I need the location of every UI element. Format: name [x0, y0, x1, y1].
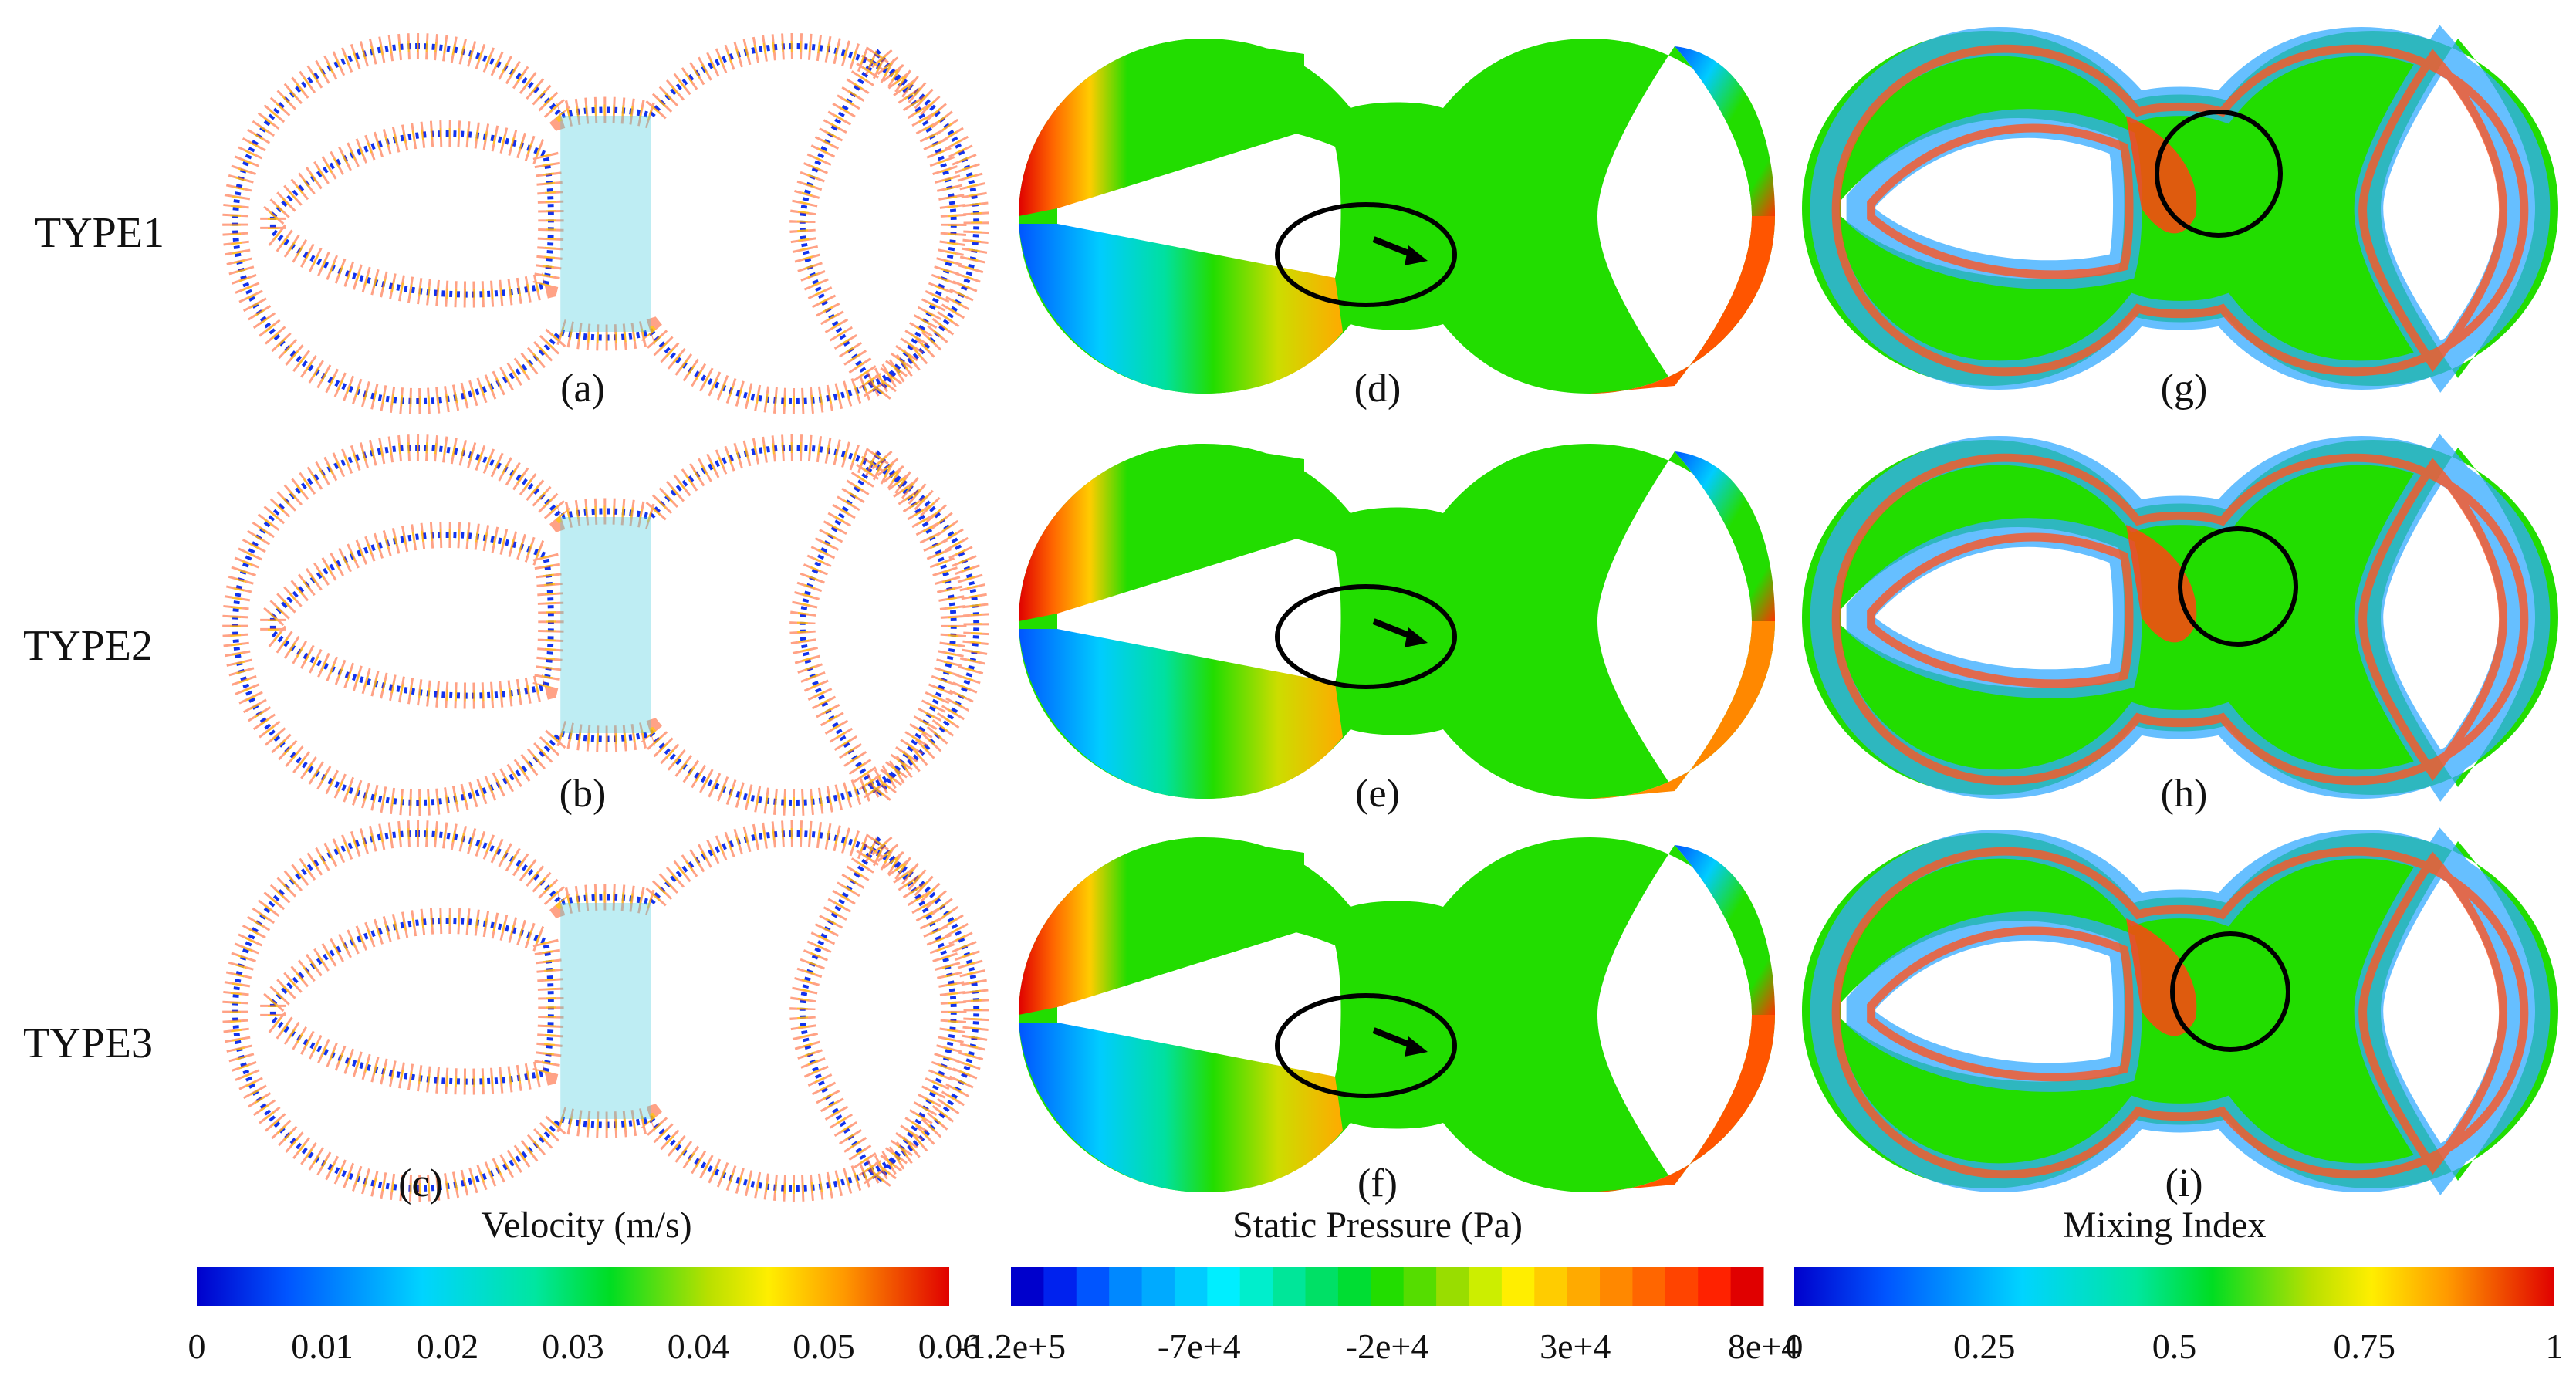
colorbar-band: [1174, 1267, 1208, 1306]
highlight-ellipse: [1275, 202, 1457, 307]
colorbar-band: [1632, 1267, 1666, 1306]
colorbar-band: [1501, 1267, 1535, 1306]
colorbar-band: [1273, 1267, 1307, 1306]
colorbar-pressure: Static Pressure (Pa) -1.2e+5 -7e+4 -2e+4 3e…: [956, 1205, 1799, 1366]
panel-label-d: (d): [1354, 367, 1401, 411]
colorbar-title: Velocity (m/s): [481, 1205, 691, 1246]
colorbar-tick-label: 1: [2546, 1327, 2564, 1366]
colorbar-strip: [1794, 1267, 2554, 1306]
velocity-panel-b: [235, 448, 976, 803]
colorbar-tick-label: 0.75: [2334, 1327, 2396, 1366]
colorbar-tick-label: 0.25: [1953, 1327, 2016, 1366]
colorbar-tick-label: 0.5: [2152, 1327, 2197, 1366]
colorbar-band: [1698, 1267, 1732, 1306]
panel-label-c: (c): [398, 1161, 443, 1205]
colorbar-tick-label: 3e+4: [1540, 1327, 1611, 1366]
colorbar-tick-label: -2e+4: [1346, 1327, 1429, 1366]
row-label-type2: TYPE2: [23, 622, 153, 670]
pressure-panel-f: [1019, 837, 1775, 1192]
colorbar-tick-label: 0.02: [417, 1327, 479, 1366]
velocity-panels: [235, 46, 976, 1188]
highlight-circle: [2170, 931, 2290, 1052]
panel-label-h: (h): [2161, 772, 2208, 816]
colorbar-band: [1011, 1267, 1044, 1306]
panel-label-e: (e): [1355, 772, 1400, 816]
mixing-panels: [1802, 31, 2558, 1188]
colorbar-band: [1665, 1267, 1699, 1306]
colorbar-band: [1371, 1267, 1405, 1306]
colorbar-band: [1534, 1267, 1568, 1306]
colorbar-tick-label: -1.2e+5: [956, 1327, 1066, 1366]
highlight-circle: [2155, 110, 2283, 238]
panel-label-a: (a): [560, 367, 605, 411]
colorbar-velocity: Velocity (m/s) 0 0.01 0.02 0.03 0.04 0.05 0.06: [188, 1205, 981, 1366]
colorbar-tick-label: -7e+4: [1158, 1327, 1241, 1366]
colorbar-tick-label: 8e+4: [1728, 1327, 1799, 1366]
colorbar-mixing: Mixing Index 0 0.25 0.5 0.75 1: [1786, 1205, 2564, 1366]
row-label-type3: TYPE3: [23, 1019, 153, 1067]
mixing-panel-g: [1802, 31, 2558, 386]
colorbar-strip: [1011, 1267, 1764, 1306]
colorbar-tick-label: 0: [1786, 1327, 1804, 1366]
colorbar-title: Static Pressure (Pa): [1232, 1205, 1523, 1246]
colorbar-band: [1043, 1267, 1077, 1306]
panel-label-g: (g): [2161, 367, 2208, 411]
highlight-ellipse: [1275, 584, 1457, 689]
panel-label-b: (b): [559, 772, 607, 816]
colorbar-band: [1403, 1267, 1437, 1306]
pressure-panel-e: [1019, 444, 1775, 799]
colorbar-band: [1469, 1267, 1503, 1306]
colorbar-title: Mixing Index: [2064, 1205, 2267, 1246]
pressure-panels: [1019, 39, 1775, 1192]
colorbar-band: [1436, 1267, 1469, 1306]
colorbar-band: [1730, 1267, 1764, 1306]
colorbar-strip: [197, 1267, 949, 1306]
colorbar-band: [1141, 1267, 1175, 1306]
highlight-ellipse: [1275, 993, 1457, 1098]
colorbar-tick-label: 0.03: [542, 1327, 604, 1366]
colorbar-tick-label: 0.06: [918, 1327, 981, 1366]
highlight-circle: [2178, 526, 2298, 647]
colorbar-band: [1239, 1267, 1273, 1306]
colorbar-band: [1207, 1267, 1241, 1306]
colorbar-band: [1076, 1267, 1110, 1306]
colorbar-tick-label: 0.04: [668, 1327, 730, 1366]
panel-label-i: (i): [2165, 1161, 2202, 1205]
velocity-panel-c: [235, 833, 976, 1188]
colorbar-band: [1600, 1267, 1633, 1306]
mixing-panel-h: [1802, 440, 2558, 795]
colorbar-band: [1567, 1267, 1601, 1306]
colorbar-tick-label: 0.05: [793, 1327, 855, 1366]
colorbar-band: [1305, 1267, 1339, 1306]
panel-label-f: (f): [1357, 1161, 1398, 1205]
colorbar-tick-label: 0.01: [291, 1327, 353, 1366]
row-label-type1: TYPE1: [35, 209, 164, 257]
colorbar-tick-label: 0: [188, 1327, 206, 1366]
velocity-panel-a: [235, 46, 976, 401]
mixing-panel-i: [1802, 833, 2558, 1188]
colorbar-band: [1337, 1267, 1371, 1306]
pressure-panel-d: [1019, 39, 1775, 394]
colorbar-band: [1109, 1267, 1143, 1306]
